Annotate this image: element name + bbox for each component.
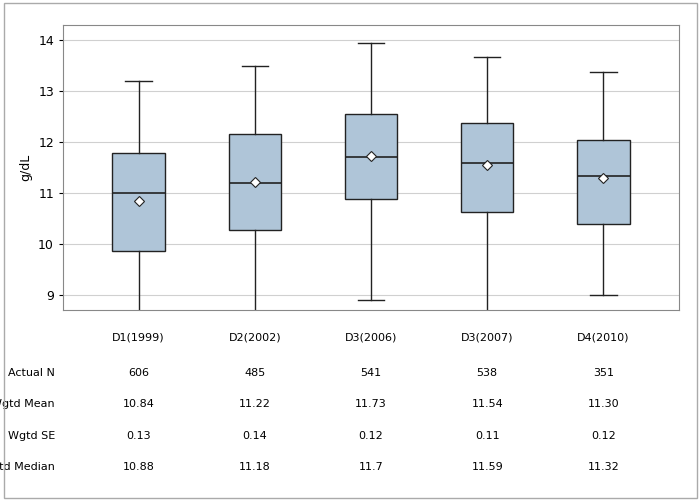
Text: 11.30: 11.30 xyxy=(587,400,620,409)
Text: 0.13: 0.13 xyxy=(126,431,151,441)
Text: 606: 606 xyxy=(128,368,149,378)
Text: Wgtd Median: Wgtd Median xyxy=(0,462,55,472)
Text: 0.14: 0.14 xyxy=(242,431,267,441)
PathPatch shape xyxy=(113,153,164,252)
Text: D2(2002): D2(2002) xyxy=(228,333,281,343)
Text: 11.22: 11.22 xyxy=(239,400,271,409)
Text: 10.84: 10.84 xyxy=(122,400,155,409)
Text: D3(2006): D3(2006) xyxy=(345,333,397,343)
Y-axis label: g/dL: g/dL xyxy=(20,154,32,181)
PathPatch shape xyxy=(229,134,281,230)
Text: 0.11: 0.11 xyxy=(475,431,500,441)
PathPatch shape xyxy=(461,122,513,212)
Text: D4(2010): D4(2010) xyxy=(578,333,630,343)
Text: Wgtd Mean: Wgtd Mean xyxy=(0,400,55,409)
Text: 541: 541 xyxy=(360,368,382,378)
Text: 11.59: 11.59 xyxy=(471,462,503,472)
Text: 0.12: 0.12 xyxy=(358,431,384,441)
Text: 0.12: 0.12 xyxy=(591,431,616,441)
Text: 351: 351 xyxy=(593,368,614,378)
Text: 11.18: 11.18 xyxy=(239,462,271,472)
Text: 11.73: 11.73 xyxy=(355,400,387,409)
PathPatch shape xyxy=(578,140,629,224)
PathPatch shape xyxy=(345,114,397,199)
Text: D1(1999): D1(1999) xyxy=(112,333,165,343)
Text: Actual N: Actual N xyxy=(8,368,55,378)
Text: 485: 485 xyxy=(244,368,265,378)
Text: 11.32: 11.32 xyxy=(587,462,620,472)
Text: 11.7: 11.7 xyxy=(358,462,384,472)
Text: 10.88: 10.88 xyxy=(122,462,155,472)
Text: 11.54: 11.54 xyxy=(471,400,503,409)
Text: D3(2007): D3(2007) xyxy=(461,333,514,343)
Text: 538: 538 xyxy=(477,368,498,378)
Text: Wgtd SE: Wgtd SE xyxy=(8,431,55,441)
